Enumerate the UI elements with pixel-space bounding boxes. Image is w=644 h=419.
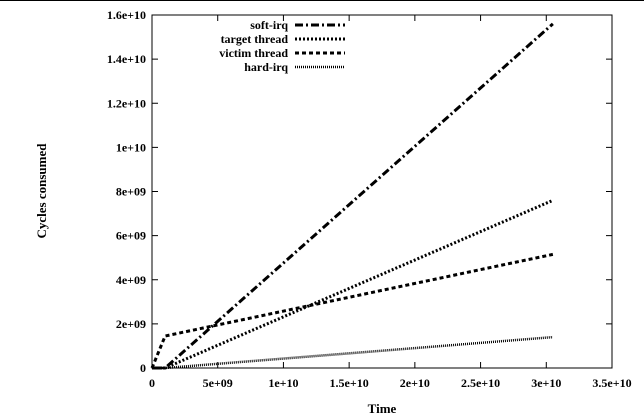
series-line-soft-irq [152,22,554,370]
x-tick-label: 3e+10 [531,376,561,390]
y-tick-label: 1.6e+10 [107,8,146,22]
x-tick-label: 3.5e+10 [592,376,631,390]
axis-ticks: 0 5e+09 1e+10 1.5e+10 2e+10 2.5e+10 3e+10 3.5e+… [107,8,632,390]
plot-frame [151,14,613,369]
y-tick-label: 1.4e+10 [107,52,146,66]
series-layer [150,22,554,370]
series-line-target-thread [152,198,554,370]
x-tick-label: 1e+10 [268,376,298,390]
x-tick-label: 1.5e+10 [330,376,369,390]
x-tick-label: 5e+09 [203,376,233,390]
legend-label: soft-irq [250,18,288,32]
series-line-victim-thread [150,252,554,369]
y-tick-label: 1.2e+10 [107,96,146,110]
y-tick-label: 8e+09 [116,185,146,199]
legend-label: target thread [221,32,289,46]
y-tick-label: 4e+09 [116,273,146,287]
series-line-hard-irq [152,335,553,370]
x-tick-label: 0 [149,376,155,390]
legend-label: victim thread [219,46,288,60]
x-tick-label: 2.5e+10 [461,376,500,390]
x-axis-label: Time [368,401,397,416]
y-tick-label: 1e+10 [116,140,146,154]
y-tick-label: 6e+09 [116,229,146,243]
y-tick-label: 2e+09 [116,317,146,331]
legend-label: hard-irq [244,60,288,74]
y-tick-label: 0 [140,361,146,375]
y-axis-label: Cycles consumed [34,143,49,239]
x-tick-label: 2e+10 [400,376,430,390]
